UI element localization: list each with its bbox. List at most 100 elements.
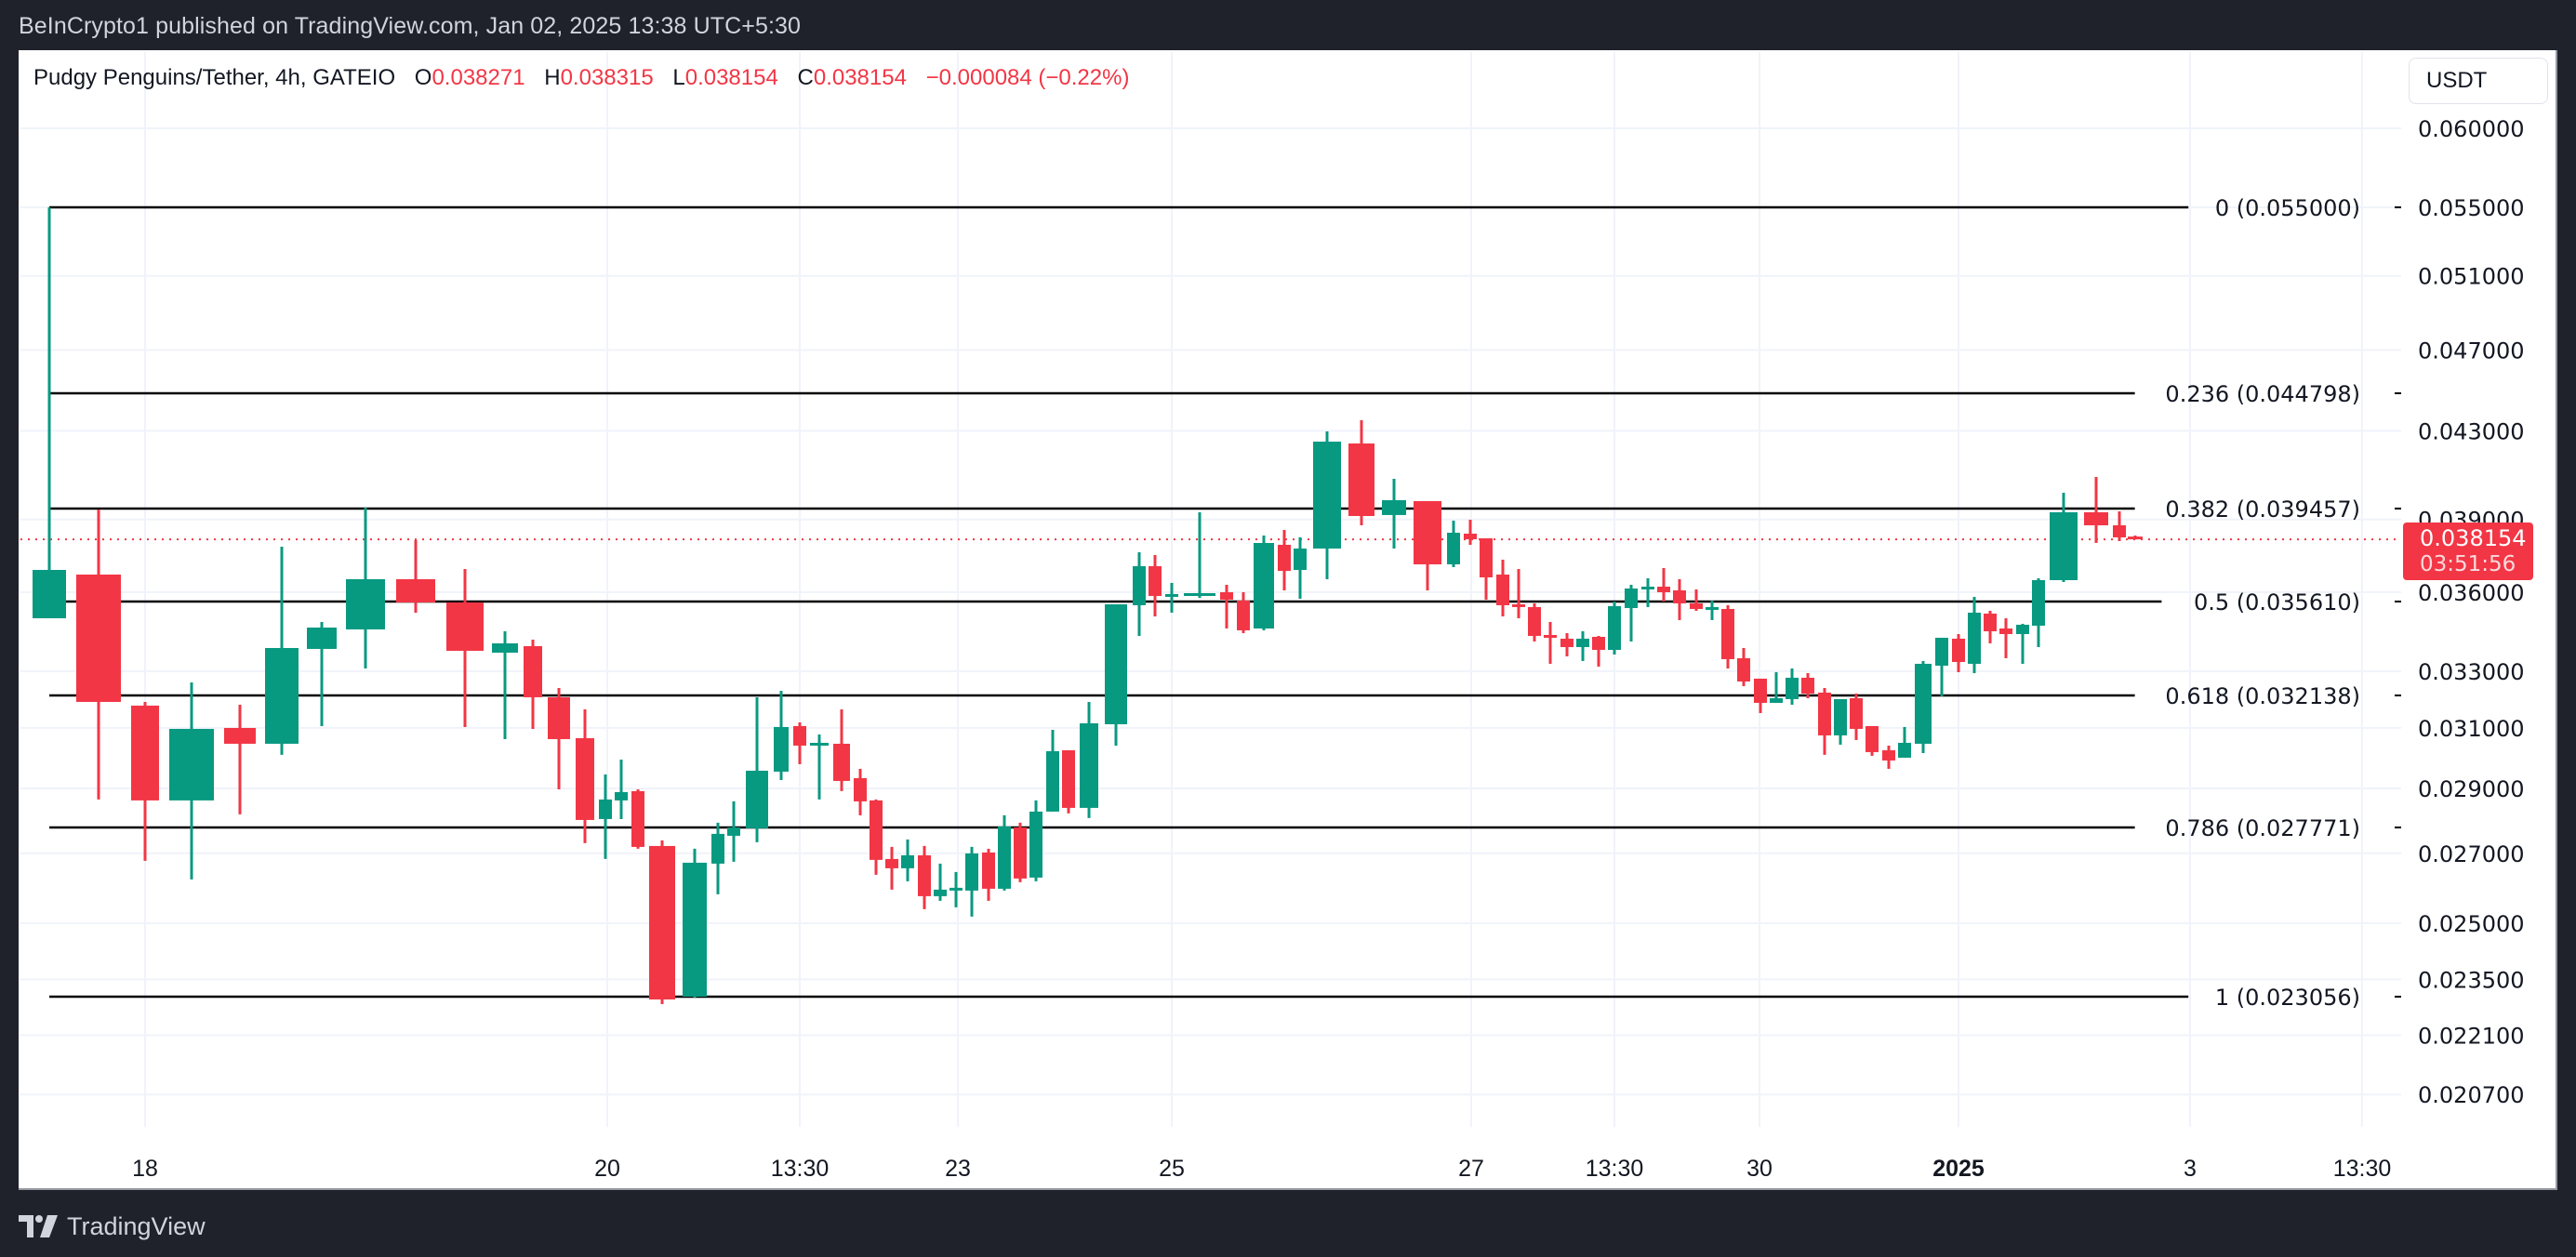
candle-up <box>169 681 214 880</box>
price-tick-label: 0.043000 <box>2418 418 2525 444</box>
candle-down <box>1496 559 1509 616</box>
candle-up <box>1786 668 1799 705</box>
price-tick-label: 0.027000 <box>2418 841 2525 867</box>
candle-body <box>265 647 299 744</box>
candle-up <box>1706 600 1719 620</box>
candle-down <box>1560 632 1573 656</box>
candle-body <box>1029 811 1042 878</box>
candle-body <box>2032 580 2045 626</box>
candle-body <box>631 790 644 847</box>
candle-up <box>1046 729 1059 812</box>
fib-level-label: 1 (0.023056) <box>2215 985 2360 1011</box>
time-tick-label: 18 <box>132 1156 158 1182</box>
candle-down <box>1673 578 1686 620</box>
candle-body <box>1184 592 1215 596</box>
price-tick-label: 0.051000 <box>2418 264 2525 290</box>
time-axis[interactable]: 18 20 13:30 23 25 27 13:30 30 2025 3 13:30 <box>132 1156 2391 1182</box>
candle-down <box>1737 647 1750 686</box>
candle-body <box>1935 637 1948 666</box>
candle-body <box>1220 591 1233 600</box>
tradingview-logo[interactable]: TradingView <box>19 1211 206 1242</box>
candle-up <box>810 734 829 800</box>
price-tick-label: 0.047000 <box>2418 337 2525 364</box>
time-tick-label: 30 <box>1746 1156 1773 1182</box>
candle-body <box>727 827 740 836</box>
candle-up <box>1625 584 1638 642</box>
candle-body <box>934 889 947 896</box>
candle-body <box>1737 657 1750 681</box>
time-tick-label: 23 <box>945 1156 971 1182</box>
candle-up <box>1080 701 1098 818</box>
candle-up <box>492 630 518 739</box>
candle-down <box>2084 477 2108 544</box>
high-label: H <box>544 65 561 90</box>
candle-body <box>1625 588 1638 608</box>
candle-down <box>1528 602 1541 642</box>
chart-frame[interactable] <box>19 50 2557 1190</box>
candle-down <box>548 687 570 789</box>
price-tick-label: 0.060000 <box>2418 116 2525 142</box>
time-tick-label: 13:30 <box>771 1156 830 1182</box>
candle-body <box>1984 613 1997 631</box>
candle-up <box>615 759 628 819</box>
candle-body <box>1294 548 1307 571</box>
candle-up <box>1447 520 1460 567</box>
candle-down <box>1512 569 1525 618</box>
candle-down <box>1414 500 1441 590</box>
candle-body <box>76 574 121 702</box>
candle-down <box>446 569 484 727</box>
candle-body <box>1382 500 1406 515</box>
candle-down <box>396 540 435 613</box>
candle-up <box>1184 511 1215 598</box>
candle-body <box>1754 678 1767 703</box>
candle-down <box>885 846 898 890</box>
time-tick-label: 13:30 <box>2333 1156 2392 1182</box>
candle-body <box>965 853 978 891</box>
candle-down <box>1464 519 1477 545</box>
candle-body <box>810 742 829 746</box>
candle-up <box>711 822 724 894</box>
candle-body <box>1560 638 1573 647</box>
candle-down <box>76 509 121 800</box>
candle-body <box>1898 742 1911 758</box>
price-tick-label: 0.029000 <box>2418 776 2525 802</box>
candle-body <box>1706 606 1719 610</box>
candle-down <box>631 788 644 849</box>
price-tick-label: 0.055000 <box>2418 195 2525 221</box>
candle-down <box>1480 538 1493 600</box>
candle-down <box>224 704 256 814</box>
candle-up <box>774 690 789 780</box>
candle-down <box>793 721 806 764</box>
candle-down <box>1866 725 1879 756</box>
candle-down <box>1952 633 1965 672</box>
time-tick-label: 27 <box>1458 1156 1484 1182</box>
candle-body <box>870 800 883 860</box>
candle-body <box>396 578 435 602</box>
last-price-tag: 0.038154 03:51:56 <box>2403 523 2533 580</box>
candle-body <box>1480 538 1493 578</box>
candle-body <box>649 845 675 999</box>
candle-up <box>746 696 768 842</box>
fib-level-label: 0.382 (0.039457) <box>2165 496 2360 523</box>
candle-body <box>1254 543 1274 628</box>
candle-down <box>1690 589 1703 611</box>
candle-body <box>793 725 806 746</box>
candle-down <box>1801 672 1814 698</box>
candle-down <box>854 768 867 815</box>
candle-up <box>1770 671 1783 703</box>
candle-up <box>1834 698 1847 745</box>
candle-up <box>1313 431 1341 579</box>
candle-body <box>1414 500 1441 564</box>
price-axis[interactable]: 0.060000 0.055000 0.051000 0.047000 0.043000… <box>2418 116 2525 1108</box>
candle-body <box>998 826 1011 889</box>
candle-body <box>1496 574 1509 605</box>
candle-down <box>524 639 542 729</box>
candle-body <box>599 799 612 819</box>
candle-up <box>1294 536 1307 599</box>
candle-body <box>1165 593 1178 597</box>
candle-body <box>548 696 570 739</box>
close-value: 0.038154 <box>813 65 907 90</box>
currency-button[interactable]: USDT <box>2409 58 2548 104</box>
candle-up <box>1382 478 1406 549</box>
